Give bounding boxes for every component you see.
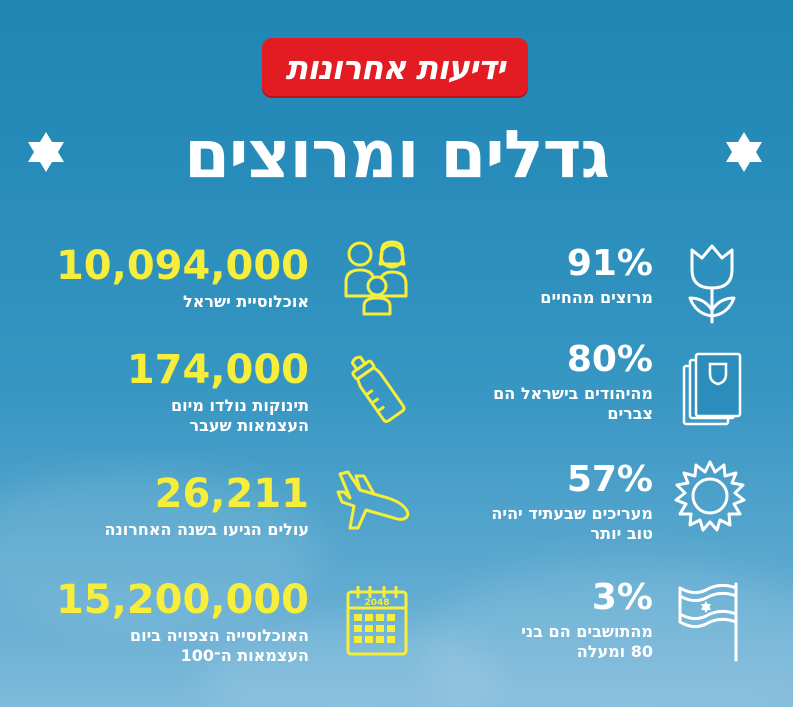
stat-happy: 91% מרוצים מהחיים (433, 246, 653, 308)
birth-certificate-icon (680, 350, 744, 430)
stat-label: מרוצים מהחיים (540, 288, 653, 307)
fact-value: 174,000 (126, 347, 309, 393)
stat-label: מהיהודים בישראל הם צברים (493, 384, 653, 423)
baby-bottle-icon (344, 352, 408, 424)
cloud (200, 620, 500, 707)
fact-projection: 15,200,000 האוכלוסייה הצפויה ביום העצמאו… (49, 580, 309, 665)
israel-flag-icon (676, 578, 746, 664)
stat-value: 80% (566, 339, 653, 380)
fact-label: תינוקות נולדו מיום העצמאות שעבר (171, 396, 309, 435)
calendar-year: 2048 (364, 598, 389, 608)
stat-label: מעריכים שבעתיד יהיה טוב יותר (491, 504, 653, 543)
fact-label: עולים הגיעו בשנה האחרונה (104, 520, 309, 539)
star-of-david-icon (720, 128, 768, 176)
tulip-icon (680, 240, 744, 326)
fact-value: 15,200,000 (55, 577, 309, 623)
calendar-icon: 2048 (344, 582, 410, 658)
fact-value: 26,211 (154, 471, 309, 517)
stat-elderly: 3% מהתושבים הם בני 80 ומעלה (503, 580, 653, 661)
sun-icon (672, 458, 748, 534)
logo-text: ידיעות אחרונות (285, 47, 506, 87)
newspaper-logo: ידיעות אחרונות (262, 38, 528, 96)
airplane-icon (334, 466, 414, 534)
title-text: גדלים ומרוצים (184, 115, 610, 193)
stat-value: 91% (566, 243, 653, 284)
fact-value: 10,094,000 (55, 243, 309, 289)
stat-label: מהתושבים הם בני 80 ומעלה (521, 622, 653, 661)
fact-label: האוכלוסייה הצפויה ביום העצמאות ה־100 (129, 626, 309, 665)
stat-value: 3% (591, 577, 653, 618)
stat-value: 57% (566, 459, 653, 500)
fact-babies: 174,000 תינוקות נולדו מיום העצמאות שעבר (49, 350, 309, 435)
star-of-david-icon (22, 128, 70, 176)
family-icon (340, 236, 416, 318)
stat-sabras: 80% מהיהודים בישראל הם צברים (468, 342, 653, 423)
cloud (0, 470, 320, 630)
stat-optimists: 57% מעריכים שבעתיד יהיה טוב יותר (478, 462, 653, 543)
fact-population: 10,094,000 אוכלוסיית ישראל (49, 246, 309, 312)
fact-label: אוכלוסיית ישראל (183, 292, 309, 311)
page-title: גדלים ומרוצים (70, 114, 723, 194)
fact-immigrants: 26,211 עולים הגיעו בשנה האחרונה (49, 474, 309, 540)
